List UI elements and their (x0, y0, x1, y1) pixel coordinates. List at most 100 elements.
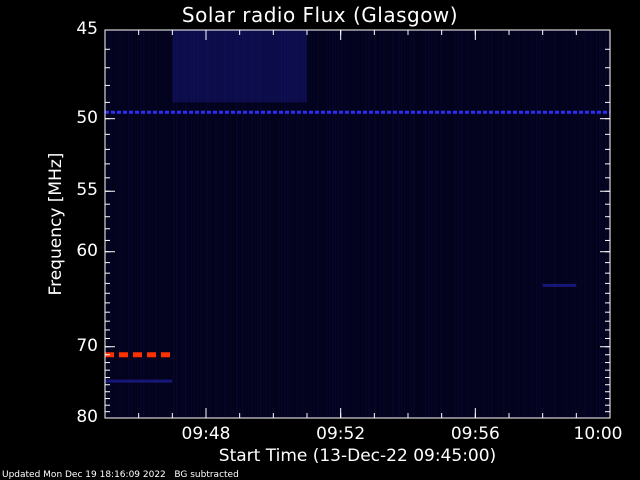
noise-stripe (560, 30, 562, 418)
noise-stripe (245, 30, 247, 418)
noise-stripe (299, 30, 301, 418)
noise-stripe (389, 30, 391, 418)
noise-stripe (377, 30, 379, 418)
x-tick-label: 09:48 (181, 424, 231, 444)
noise-stripe (404, 30, 406, 418)
noise-stripe (509, 30, 511, 418)
noise-stripe (605, 30, 607, 418)
noise-stripe (458, 30, 460, 418)
noise-stripe (329, 30, 331, 418)
noise-stripe (287, 30, 289, 418)
noise-stripe (341, 30, 343, 418)
noise-stripe (446, 30, 448, 418)
y-tick-label: 55 (76, 180, 98, 201)
noise-stripe (347, 30, 349, 418)
noise-stripe (173, 30, 175, 418)
noise-stripe (518, 30, 520, 418)
y-tick-label: 45 (76, 19, 98, 39)
noise-stripe (353, 30, 355, 418)
noise-stripe (380, 30, 382, 418)
noise-stripe (338, 30, 340, 418)
y-tick-label: 50 (76, 107, 98, 128)
noise-stripe (272, 30, 274, 418)
emission-patch (172, 30, 307, 103)
noise-stripe (107, 30, 109, 418)
noise-stripe (266, 30, 268, 418)
noise-stripe (359, 30, 361, 418)
noise-stripe (212, 30, 214, 418)
noise-stripe (557, 30, 559, 418)
noise-stripe (407, 30, 409, 418)
noise-stripe (530, 30, 532, 418)
noise-stripe (149, 30, 151, 418)
noise-stripe (167, 30, 169, 418)
y-tick-label: 80 (76, 407, 98, 427)
noise-stripe (476, 30, 478, 418)
noise-stripe (230, 30, 232, 418)
noise-stripe (131, 30, 133, 418)
x-tick-label: 09:52 (316, 424, 366, 444)
noise-stripe (350, 30, 352, 418)
noise-stripe (239, 30, 241, 418)
noise-stripe (536, 30, 538, 418)
noise-stripe (512, 30, 514, 418)
noise-stripe (164, 30, 166, 418)
noise-stripe (437, 30, 439, 418)
noise-stripe (461, 30, 463, 418)
noise-stripe (140, 30, 142, 418)
noise-stripe (176, 30, 178, 418)
noise-stripe (284, 30, 286, 418)
noise-stripe (440, 30, 442, 418)
noise-stripe (194, 30, 196, 418)
noise-stripe (215, 30, 217, 418)
noise-stripe (500, 30, 502, 418)
noise-stripe (485, 30, 487, 418)
noise-stripe (410, 30, 412, 418)
noise-stripe (224, 30, 226, 418)
noise-stripe (209, 30, 211, 418)
noise-stripe (566, 30, 568, 418)
noise-stripe (608, 30, 610, 418)
noise-stripe (503, 30, 505, 418)
y-tick-label: 60 (76, 240, 98, 261)
noise-stripe (569, 30, 571, 418)
noise-stripe (539, 30, 541, 418)
noise-stripe (137, 30, 139, 418)
x-tick-label: 09:56 (450, 424, 500, 444)
noise-stripe (431, 30, 433, 418)
noise-stripe (113, 30, 115, 418)
footer: Updated Mon Dec 19 18:16:09 2022 BG subt… (2, 470, 239, 480)
noise-stripe (308, 30, 310, 418)
x-axis-label: Start Time (13-Dec-22 09:45:00) (218, 446, 497, 466)
noise-stripe (260, 30, 262, 418)
axes-frame (104, 29, 611, 419)
noise-stripe (482, 30, 484, 418)
noise-stripe (290, 30, 292, 418)
noise-stripe (491, 30, 493, 418)
noise-stripe (323, 30, 325, 418)
noise-stripe (125, 30, 127, 418)
noise-stripe (422, 30, 424, 418)
noise-stripe (578, 30, 580, 418)
noise-stripe (374, 30, 376, 418)
noise-stripe (275, 30, 277, 418)
noise-stripe (365, 30, 367, 418)
noise-stripe (233, 30, 235, 418)
noise-stripe (551, 30, 553, 418)
noise-stripe (515, 30, 517, 418)
noise-stripe (368, 30, 370, 418)
noise-stripe (563, 30, 565, 418)
footer-note: BG subtracted (174, 470, 239, 480)
noise-stripe (326, 30, 328, 418)
noise-stripe (236, 30, 238, 418)
noise-stripe (428, 30, 430, 418)
x-tick-label: 10:00 (573, 424, 623, 444)
noise-stripe (383, 30, 385, 418)
noise-stripe (134, 30, 136, 418)
noise-stripe (332, 30, 334, 418)
noise-stripe (188, 30, 190, 418)
noise-stripe (152, 30, 154, 418)
noise-stripe (269, 30, 271, 418)
noise-stripe (401, 30, 403, 418)
noise-stripe (581, 30, 583, 418)
